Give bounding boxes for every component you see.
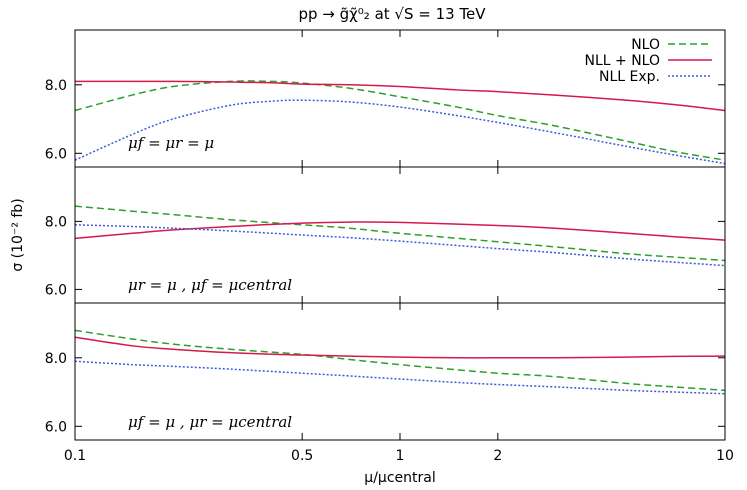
- y-tick-label: 8.0: [45, 78, 67, 94]
- series-line-nll-nlo: [74, 336, 726, 359]
- x-tick-label: 0.1: [64, 448, 86, 464]
- legend-label: NLL Exp.: [599, 69, 660, 85]
- x-tick-label: 1: [396, 448, 405, 464]
- y-axis-label: σ (10⁻² fb): [10, 198, 26, 271]
- series-line-nlo: [74, 205, 726, 262]
- chart-title: pp → g̃χ̃⁰₂ at √S = 13 TeV: [298, 5, 486, 23]
- series-line-nll-exp-: [74, 224, 726, 267]
- y-tick-label: 6.0: [45, 146, 67, 162]
- series-line-nll-exp-: [74, 99, 726, 165]
- x-tick-label: 10: [716, 448, 734, 464]
- panel-frame: [74, 302, 726, 441]
- panel-label: μf = μr = μ: [128, 134, 214, 152]
- series-line-nll-exp-: [74, 360, 726, 395]
- x-tick-label: 0.5: [291, 448, 313, 464]
- series-line-nlo: [74, 80, 726, 161]
- y-tick-label: 6.0: [45, 419, 67, 435]
- series-line-nlo: [74, 329, 726, 392]
- series-line-nll-nlo: [74, 80, 726, 112]
- x-tick-label: 2: [493, 448, 502, 464]
- panel-label: μr = μ , μf = μcentral: [128, 276, 292, 294]
- y-tick-label: 8.0: [45, 351, 67, 367]
- y-tick-label: 8.0: [45, 214, 67, 230]
- y-tick-label: 6.0: [45, 282, 67, 298]
- series-line-nll-nlo: [74, 221, 726, 241]
- legend-label: NLO: [631, 37, 660, 53]
- x-axis-label: μ/μcentral: [364, 470, 435, 486]
- legend-label: NLL + NLO: [585, 53, 661, 69]
- panel-label: μf = μ , μr = μcentral: [128, 413, 292, 431]
